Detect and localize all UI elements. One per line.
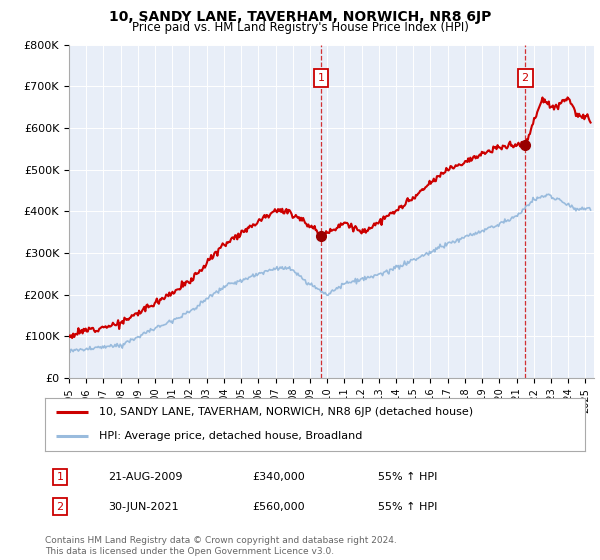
Text: HPI: Average price, detached house, Broadland: HPI: Average price, detached house, Broa… (99, 431, 362, 441)
Text: 1: 1 (56, 472, 64, 482)
Text: 2: 2 (521, 73, 529, 83)
Text: Price paid vs. HM Land Registry's House Price Index (HPI): Price paid vs. HM Land Registry's House … (131, 21, 469, 34)
Text: 2: 2 (56, 502, 64, 512)
Text: £560,000: £560,000 (252, 502, 305, 512)
Text: 55% ↑ HPI: 55% ↑ HPI (378, 472, 437, 482)
Text: 21-AUG-2009: 21-AUG-2009 (108, 472, 182, 482)
Text: 55% ↑ HPI: 55% ↑ HPI (378, 502, 437, 512)
Text: 10, SANDY LANE, TAVERHAM, NORWICH, NR8 6JP: 10, SANDY LANE, TAVERHAM, NORWICH, NR8 6… (109, 10, 491, 24)
Text: £340,000: £340,000 (252, 472, 305, 482)
Text: 10, SANDY LANE, TAVERHAM, NORWICH, NR8 6JP (detached house): 10, SANDY LANE, TAVERHAM, NORWICH, NR8 6… (99, 407, 473, 417)
Text: 1: 1 (317, 73, 325, 83)
Text: Contains HM Land Registry data © Crown copyright and database right 2024.
This d: Contains HM Land Registry data © Crown c… (45, 536, 397, 556)
Text: 30-JUN-2021: 30-JUN-2021 (108, 502, 179, 512)
